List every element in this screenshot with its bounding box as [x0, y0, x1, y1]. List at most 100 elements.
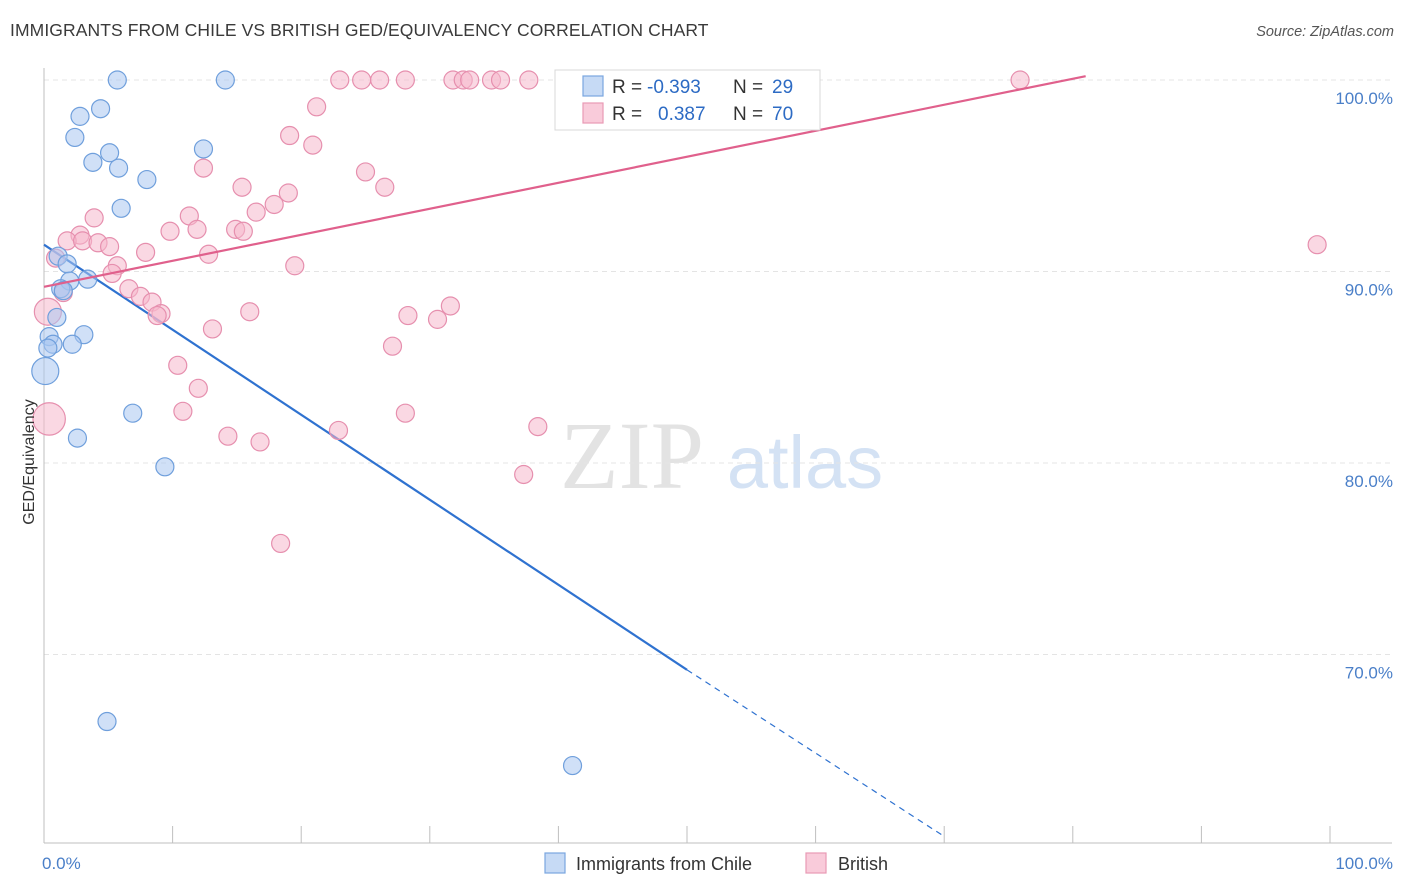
point-chile-4 — [65, 127, 85, 148]
legend-n-label-british: N = — [733, 104, 763, 125]
point-chile-24 — [123, 403, 143, 423]
point-chile-26 — [155, 457, 175, 477]
source-label: Source: ZipAtlas.com — [1256, 24, 1394, 40]
trend-british-group — [43, 75, 1086, 288]
legend-r-label-chile: R = — [612, 77, 642, 98]
trend-line-chile-extension — [686, 669, 945, 837]
legend-swatch-chile — [582, 75, 604, 97]
point-british-32 — [187, 219, 207, 239]
point-british-26 — [375, 177, 395, 197]
point-chile-5 — [193, 139, 214, 159]
point-chile-3 — [70, 106, 90, 126]
bottom-legend: Immigrants from Chile British — [544, 852, 888, 874]
points-chile — [31, 70, 583, 776]
point-british-0 — [330, 70, 350, 90]
point-british-29 — [246, 202, 266, 222]
bottom-legend-label-british: British — [838, 854, 888, 874]
point-british-40 — [99, 237, 120, 257]
y-tick-label-0: 100.0% — [1335, 89, 1393, 108]
point-british-34 — [233, 221, 253, 241]
x-tick-left: 0.0% — [42, 854, 81, 873]
point-chile-22 — [62, 334, 82, 354]
point-british-21 — [280, 125, 300, 146]
point-british-28 — [264, 194, 284, 215]
point-british-1 — [352, 70, 372, 90]
point-chile-1 — [215, 70, 235, 90]
point-british-63 — [395, 403, 415, 423]
point-british-59 — [382, 336, 403, 356]
point-british-9 — [519, 70, 539, 90]
point-british-8 — [490, 70, 511, 90]
point-british-6 — [460, 70, 480, 90]
bottom-legend-label-chile: Immigrants from Chile — [576, 854, 752, 874]
point-british-2 — [370, 70, 390, 90]
point-british-55 — [147, 305, 167, 326]
legend-r-value-british: 0.387 — [658, 104, 706, 125]
point-chile-16 — [53, 281, 73, 301]
bottom-legend-swatch-chile — [544, 852, 566, 874]
trend-line-british — [43, 75, 1086, 288]
point-british-57 — [427, 309, 448, 329]
point-chile-25 — [67, 428, 88, 448]
top-legend: R = -0.393 N = 29 R = 0.387 N = 70 — [554, 69, 821, 131]
legend-n-label-chile: N = — [733, 77, 763, 98]
point-british-52 — [240, 302, 260, 322]
watermark-zip: ZIP — [560, 402, 704, 509]
point-british-35 — [160, 221, 180, 241]
legend-r-value-chile: -0.393 — [647, 77, 701, 98]
point-british-60 — [168, 355, 188, 375]
legend-n-value-british: 70 — [772, 104, 793, 125]
point-chile-28 — [562, 755, 583, 776]
point-british-3 — [395, 70, 415, 90]
point-chile-21 — [38, 338, 58, 358]
point-chile-12 — [57, 254, 77, 274]
point-british-44 — [285, 256, 305, 276]
point-british-71 — [1307, 235, 1327, 255]
point-british-61 — [188, 378, 208, 398]
trend-chile-group — [43, 243, 945, 837]
point-british-64 — [32, 402, 66, 436]
x-tick-right: 100.0% — [1335, 854, 1393, 873]
point-british-22 — [303, 135, 323, 155]
bottom-legend-swatch-british — [805, 852, 827, 874]
point-british-62 — [173, 401, 193, 421]
point-british-70 — [271, 533, 291, 554]
point-british-19 — [1010, 70, 1030, 90]
gridlines — [44, 79, 1392, 655]
y-tick-label-1: 90.0% — [1345, 281, 1393, 300]
axes — [43, 68, 1392, 844]
y-tick-label-2: 80.0% — [1345, 472, 1393, 491]
point-chile-9 — [137, 169, 157, 190]
point-british-67 — [218, 426, 238, 446]
point-british-31 — [84, 208, 104, 228]
point-chile-10 — [111, 198, 131, 218]
point-chile-0 — [107, 70, 127, 90]
point-chile-8 — [108, 158, 129, 178]
legend-r-label-british: R = — [612, 104, 642, 125]
point-british-58 — [202, 319, 223, 339]
point-british-69 — [514, 464, 534, 485]
y-axis-label: GED/Equivalency — [21, 399, 38, 524]
point-british-27 — [278, 183, 298, 203]
y-tick-labels: 100.0% 90.0% 80.0% 70.0% — [1335, 89, 1393, 683]
legend-n-value-chile: 29 — [772, 77, 793, 98]
point-chile-17 — [47, 307, 67, 328]
point-chile-7 — [83, 152, 103, 172]
legend-swatch-british — [582, 102, 604, 124]
point-chile-23 — [31, 356, 60, 386]
point-british-68 — [250, 432, 270, 452]
point-british-56 — [398, 305, 418, 326]
point-chile-27 — [97, 711, 117, 732]
point-british-65 — [528, 417, 548, 437]
point-chile-6 — [99, 143, 120, 163]
point-british-23 — [193, 158, 214, 178]
chart-title: IMMIGRANTS FROM CHILE VS BRITISH GED/EQU… — [10, 20, 709, 40]
point-british-25 — [232, 177, 252, 197]
point-british-51 — [440, 296, 460, 316]
point-british-24 — [355, 162, 376, 182]
y-tick-label-3: 70.0% — [1345, 664, 1393, 683]
point-chile-2 — [90, 99, 111, 119]
point-british-20 — [307, 97, 327, 117]
point-british-66 — [328, 420, 349, 441]
